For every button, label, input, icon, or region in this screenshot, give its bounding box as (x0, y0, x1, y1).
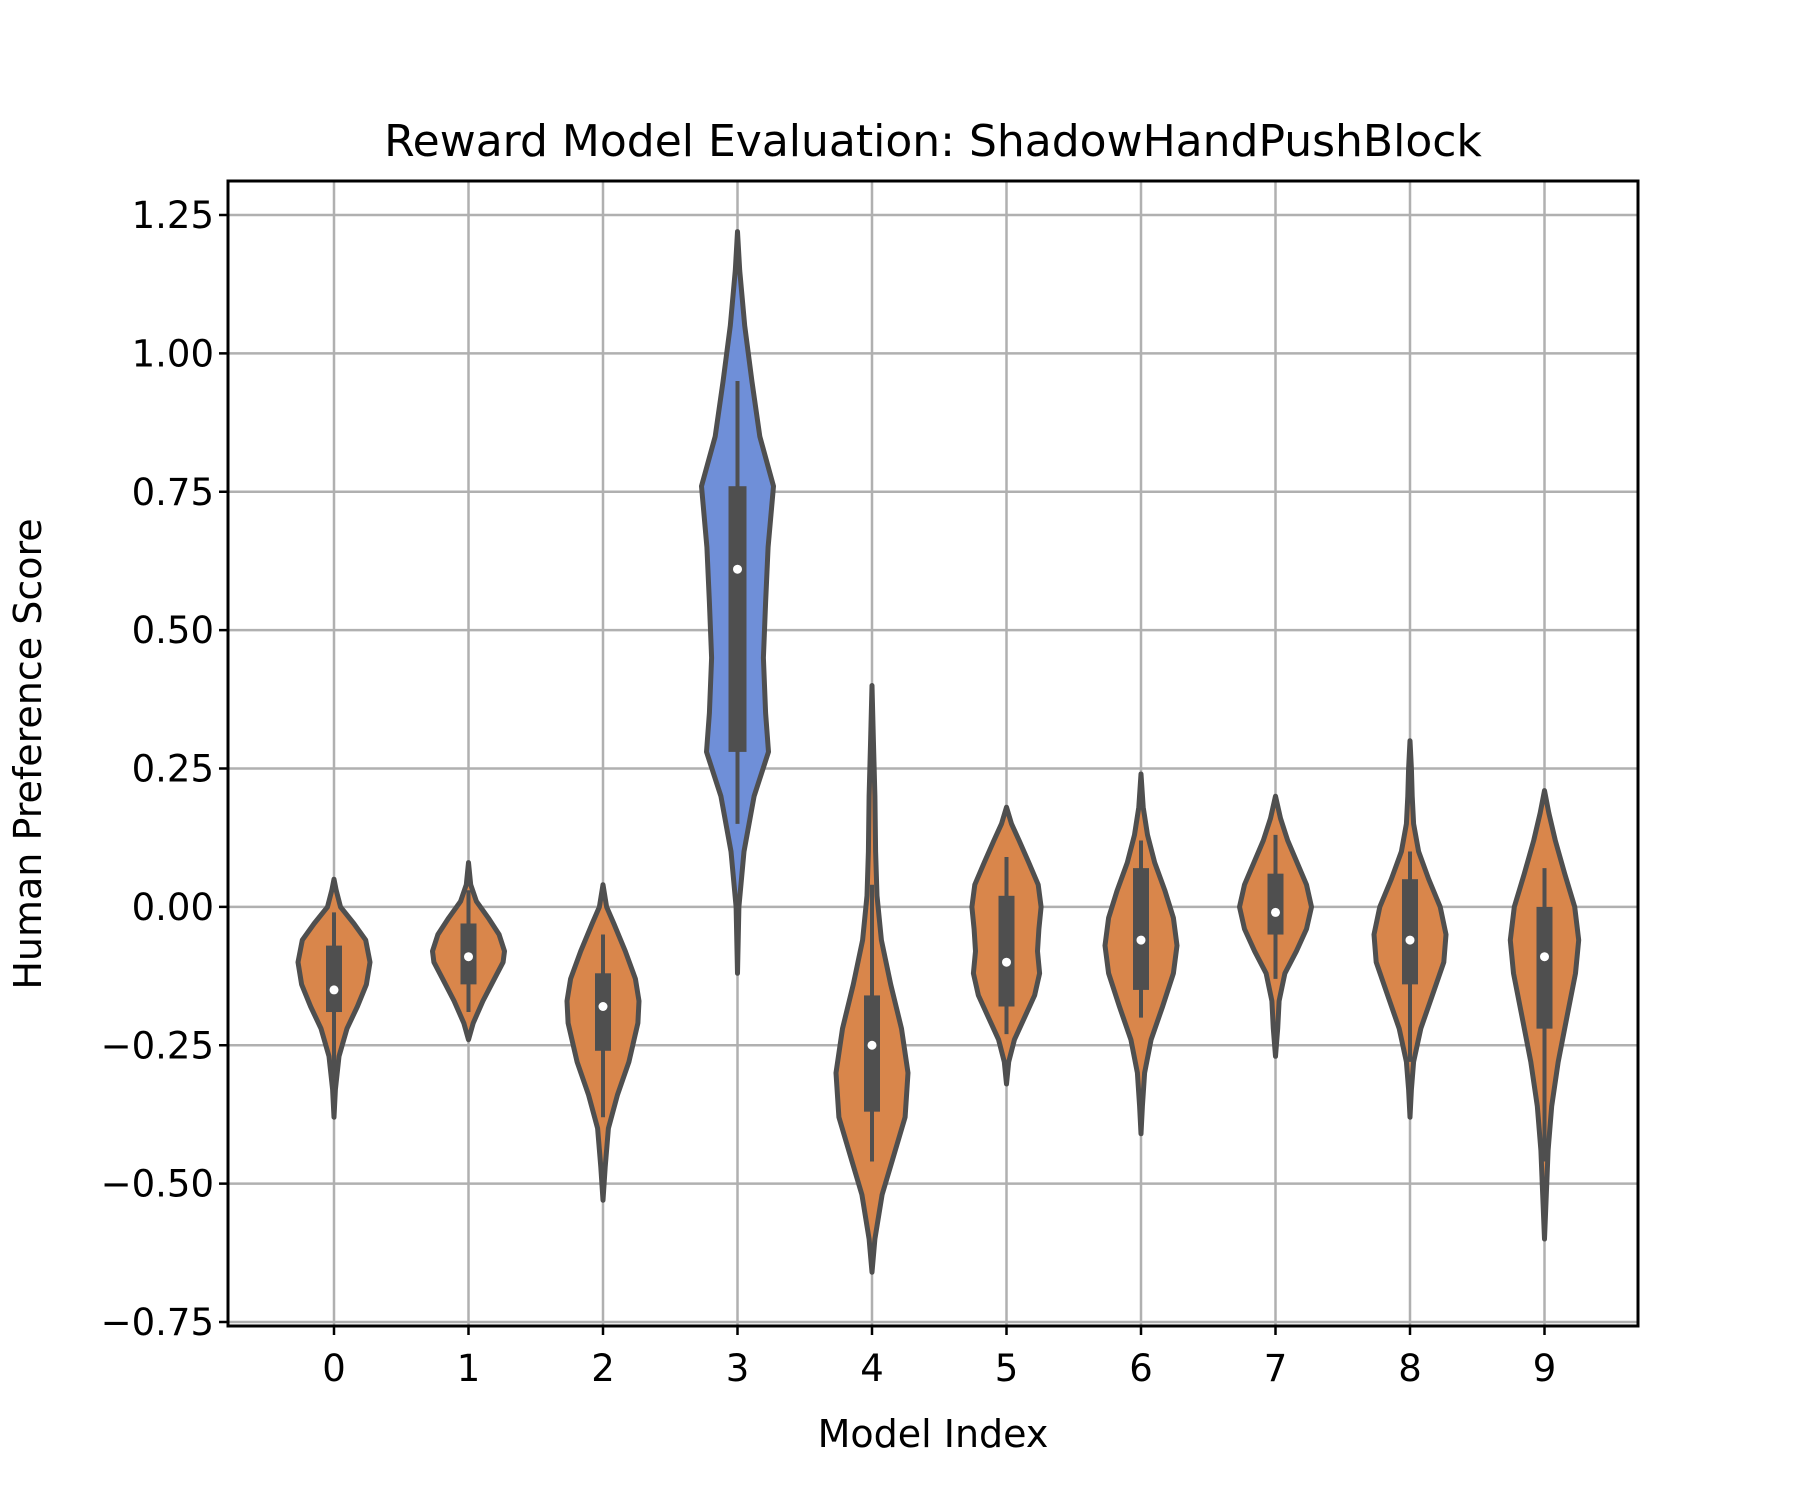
violin-7 (1237, 793, 1314, 1059)
y-tick-label: 1.00 (132, 332, 214, 375)
violin-5 (969, 804, 1044, 1087)
violin-median-dot (1405, 935, 1415, 945)
x-tick-label: 4 (860, 1347, 884, 1390)
violin-0 (295, 876, 373, 1120)
violin-iqr-box (864, 995, 880, 1112)
violin-8 (1371, 738, 1449, 1120)
y-tick-label: 0.75 (132, 471, 214, 514)
violin-iqr-box (728, 486, 747, 752)
x-tick-label: 6 (1129, 1347, 1153, 1390)
y-tick-label: −0.75 (101, 1301, 214, 1344)
y-tick-label: 0.25 (132, 748, 214, 791)
x-tick-label: 2 (591, 1347, 615, 1390)
violin-median-dot (867, 1040, 877, 1050)
y-tick-label: 1.25 (132, 194, 214, 237)
violin-iqr-box (326, 945, 342, 1013)
violin-iqr-box (998, 895, 1015, 1007)
y-axis-label: Human Preference Score (6, 518, 50, 989)
violin-3 (699, 229, 776, 976)
x-axis-label: Model Index (818, 1412, 1049, 1456)
violin-4 (833, 683, 911, 1275)
violin-iqr-box (1536, 906, 1553, 1029)
violin-iqr-box (1267, 873, 1284, 935)
x-tick-label: 8 (1398, 1347, 1422, 1390)
violin-iqr-box (1133, 868, 1149, 990)
violin-9 (1507, 788, 1582, 1242)
x-tick-label: 3 (726, 1347, 750, 1390)
x-tick-label: 1 (457, 1347, 481, 1390)
x-tick-label: 5 (995, 1347, 1019, 1390)
violin-1 (430, 860, 507, 1043)
plot-frame (226, 179, 1640, 1328)
violin-median-dot (1540, 952, 1549, 962)
x-tick-label: 0 (322, 1347, 346, 1390)
x-tick-label: 9 (1533, 1347, 1557, 1390)
violin-median-dot (1271, 907, 1280, 917)
chart-title: Reward Model Evaluation: ShadowHandPushB… (384, 116, 1482, 167)
y-tick-label: 0.50 (132, 609, 214, 652)
violin-median-dot (598, 1002, 608, 1012)
x-tick-label: 7 (1264, 1347, 1288, 1390)
violin-6 (1102, 771, 1180, 1137)
violin-iqr-box (595, 973, 611, 1051)
violin-median-dot (733, 564, 742, 574)
violin-iqr-box (1402, 879, 1418, 985)
y-tick-label: −0.25 (101, 1024, 214, 1067)
violin-median-dot (329, 985, 339, 995)
y-tick-label: 0.00 (132, 886, 214, 929)
violin-median-dot (464, 952, 473, 962)
y-tick-label: −0.50 (101, 1163, 214, 1206)
violin-layer (295, 229, 1582, 1275)
tick-layer: −0.75 −0.50 −0.25 0.00 0.25 0.50 0.75 1.00 1.25 0… (101, 194, 1557, 1390)
violin-median-dot (1002, 957, 1011, 967)
grid-layer (228, 181, 1638, 1326)
violin-median-dot (1136, 935, 1146, 945)
violin-2 (564, 882, 642, 1203)
